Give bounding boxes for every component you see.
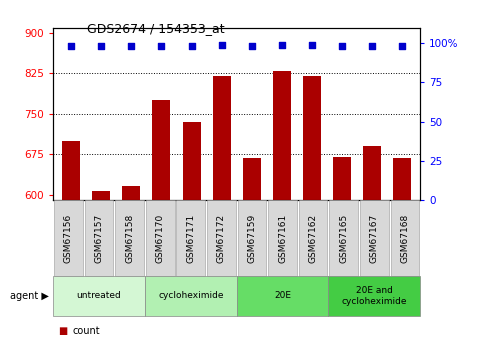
Text: GSM67165: GSM67165 bbox=[339, 214, 348, 263]
Text: GSM67157: GSM67157 bbox=[95, 214, 103, 263]
Text: GSM67159: GSM67159 bbox=[247, 214, 256, 263]
Bar bbox=[242, 158, 261, 345]
Text: GSM67158: GSM67158 bbox=[125, 214, 134, 263]
Point bbox=[338, 44, 346, 49]
Text: GSM67156: GSM67156 bbox=[64, 214, 73, 263]
Point bbox=[98, 44, 105, 49]
Point bbox=[398, 44, 406, 49]
Point bbox=[188, 44, 196, 49]
Text: GSM67167: GSM67167 bbox=[370, 214, 379, 263]
Bar bbox=[333, 157, 351, 345]
Text: GSM67161: GSM67161 bbox=[278, 214, 287, 263]
Text: agent ▶: agent ▶ bbox=[10, 291, 48, 301]
Bar bbox=[62, 141, 80, 345]
Point bbox=[368, 44, 376, 49]
Text: GDS2674 / 154353_at: GDS2674 / 154353_at bbox=[87, 22, 225, 36]
Text: GSM67172: GSM67172 bbox=[217, 214, 226, 263]
Text: ■: ■ bbox=[58, 326, 67, 336]
Text: 20E: 20E bbox=[274, 291, 291, 300]
Bar bbox=[393, 158, 411, 345]
Text: GSM67171: GSM67171 bbox=[186, 214, 195, 263]
Point bbox=[128, 44, 135, 49]
Text: untreated: untreated bbox=[77, 291, 121, 300]
Bar bbox=[213, 76, 231, 345]
Point bbox=[67, 44, 75, 49]
Text: cycloheximide: cycloheximide bbox=[158, 291, 224, 300]
Bar bbox=[303, 76, 321, 345]
Bar bbox=[183, 122, 200, 345]
Text: GSM67168: GSM67168 bbox=[400, 214, 410, 263]
Point bbox=[218, 42, 226, 48]
Bar bbox=[122, 186, 141, 345]
Text: 20E and
cycloheximide: 20E and cycloheximide bbox=[341, 286, 407, 306]
Text: count: count bbox=[72, 326, 100, 336]
Bar bbox=[273, 71, 291, 345]
Point bbox=[248, 44, 256, 49]
Point bbox=[308, 42, 316, 48]
Bar bbox=[363, 146, 381, 345]
Text: GSM67170: GSM67170 bbox=[156, 214, 165, 263]
Bar bbox=[92, 191, 110, 345]
Point bbox=[157, 44, 165, 49]
Text: GSM67162: GSM67162 bbox=[309, 214, 318, 263]
Point bbox=[278, 42, 285, 48]
Bar bbox=[153, 100, 170, 345]
